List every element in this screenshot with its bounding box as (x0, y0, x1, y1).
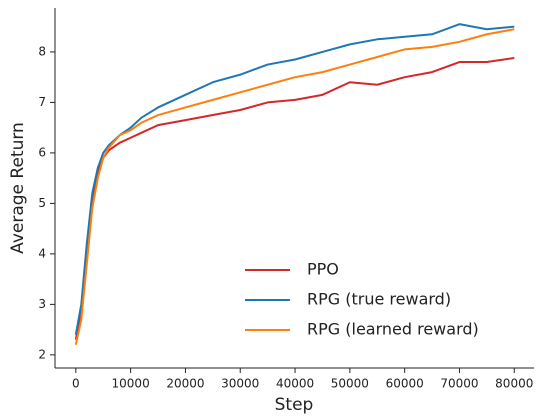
y-tick-label: 2 (38, 347, 46, 361)
legend-text: RPG (learned reward) (307, 320, 479, 339)
line-series (74, 23, 515, 335)
y-tick-label: 6 (38, 145, 46, 159)
y-tick-label: 5 (38, 196, 46, 210)
x-tick-label: 10000 (112, 377, 150, 391)
line-series (74, 28, 515, 345)
y-tick-label: 8 (38, 44, 46, 58)
y-tick-label: 3 (38, 297, 46, 311)
x-tick-label: 30000 (221, 377, 259, 391)
legend-text: PPO (307, 260, 339, 279)
x-tick-label: 40000 (276, 377, 314, 391)
x-tick-label: 20000 (166, 377, 204, 391)
y-tick-label: 7 (38, 95, 46, 109)
x-axis-label: Step (275, 395, 314, 415)
x-tick-label: 60000 (386, 377, 424, 391)
y-axis-label: Average Return (8, 122, 28, 254)
x-tick-label: 0 (72, 377, 80, 391)
y-tick-label: 4 (38, 246, 46, 260)
x-tick-label: 70000 (440, 377, 478, 391)
x-tick-label: 50000 (331, 377, 369, 391)
x-tick-label: 80000 (495, 377, 533, 391)
legend-text: RPG (true reward) (307, 290, 451, 309)
